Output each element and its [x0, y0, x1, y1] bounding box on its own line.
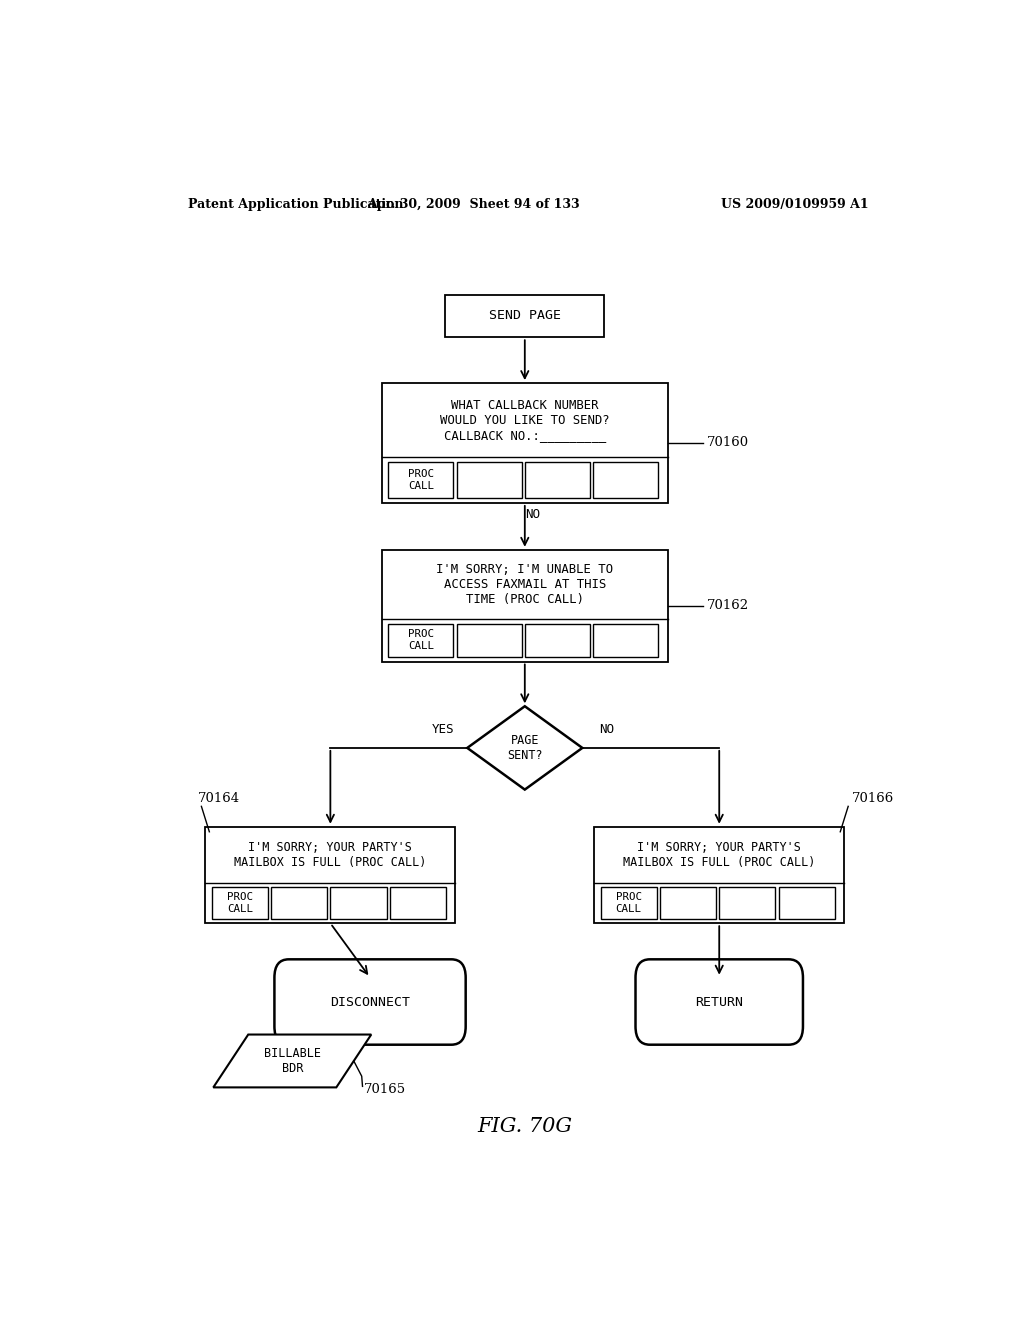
FancyBboxPatch shape	[524, 462, 590, 498]
Text: PROC
CALL: PROC CALL	[408, 630, 434, 651]
Text: Apr. 30, 2009  Sheet 94 of 133: Apr. 30, 2009 Sheet 94 of 133	[367, 198, 580, 211]
FancyBboxPatch shape	[594, 826, 844, 923]
FancyBboxPatch shape	[719, 887, 775, 919]
Text: 70165: 70165	[365, 1082, 407, 1096]
FancyBboxPatch shape	[457, 462, 521, 498]
Text: RETURN: RETURN	[695, 995, 743, 1008]
Text: DISCONNECT: DISCONNECT	[330, 995, 410, 1008]
Text: Patent Application Publication: Patent Application Publication	[187, 198, 403, 211]
FancyBboxPatch shape	[601, 887, 656, 919]
Text: WHAT CALLBACK NUMBER
WOULD YOU LIKE TO SEND?
CALLBACK NO.:_________: WHAT CALLBACK NUMBER WOULD YOU LIKE TO S…	[440, 399, 609, 442]
Text: PROC
CALL: PROC CALL	[226, 892, 253, 913]
Text: 70166: 70166	[852, 792, 894, 805]
Text: NO: NO	[599, 723, 613, 737]
Text: PROC
CALL: PROC CALL	[408, 470, 434, 491]
FancyBboxPatch shape	[212, 887, 268, 919]
Text: I'M SORRY; YOUR PARTY'S
MAILBOX IS FULL (PROC CALL): I'M SORRY; YOUR PARTY'S MAILBOX IS FULL …	[234, 841, 427, 869]
FancyBboxPatch shape	[524, 624, 590, 657]
Text: FIG. 70G: FIG. 70G	[477, 1117, 572, 1135]
Text: 70160: 70160	[708, 437, 750, 450]
FancyBboxPatch shape	[457, 624, 521, 657]
Polygon shape	[467, 706, 583, 789]
Text: SEND PAGE: SEND PAGE	[488, 309, 561, 322]
Text: 70164: 70164	[198, 792, 240, 805]
Text: YES: YES	[432, 723, 455, 737]
FancyBboxPatch shape	[445, 294, 604, 338]
FancyBboxPatch shape	[388, 624, 454, 657]
FancyBboxPatch shape	[274, 960, 466, 1044]
Text: I'M SORRY; I'M UNABLE TO
ACCESS FAXMAIL AT THIS
TIME (PROC CALL): I'M SORRY; I'M UNABLE TO ACCESS FAXMAIL …	[436, 562, 613, 606]
FancyBboxPatch shape	[593, 462, 658, 498]
Text: 70162: 70162	[708, 599, 750, 612]
Text: I'M SORRY; YOUR PARTY'S
MAILBOX IS FULL (PROC CALL): I'M SORRY; YOUR PARTY'S MAILBOX IS FULL …	[623, 841, 815, 869]
Text: PAGE
SENT?: PAGE SENT?	[507, 734, 543, 762]
FancyBboxPatch shape	[388, 462, 454, 498]
FancyBboxPatch shape	[593, 624, 658, 657]
FancyBboxPatch shape	[382, 383, 668, 503]
FancyBboxPatch shape	[331, 887, 386, 919]
Text: BILLABLE
BDR: BILLABLE BDR	[264, 1047, 321, 1074]
Text: PROC
CALL: PROC CALL	[615, 892, 642, 913]
Text: US 2009/0109959 A1: US 2009/0109959 A1	[721, 198, 868, 211]
Polygon shape	[213, 1035, 372, 1088]
FancyBboxPatch shape	[778, 887, 835, 919]
FancyBboxPatch shape	[206, 826, 456, 923]
FancyBboxPatch shape	[271, 887, 328, 919]
Text: NO: NO	[525, 508, 541, 520]
FancyBboxPatch shape	[636, 960, 803, 1044]
FancyBboxPatch shape	[659, 887, 716, 919]
FancyBboxPatch shape	[390, 887, 445, 919]
FancyBboxPatch shape	[382, 549, 668, 661]
